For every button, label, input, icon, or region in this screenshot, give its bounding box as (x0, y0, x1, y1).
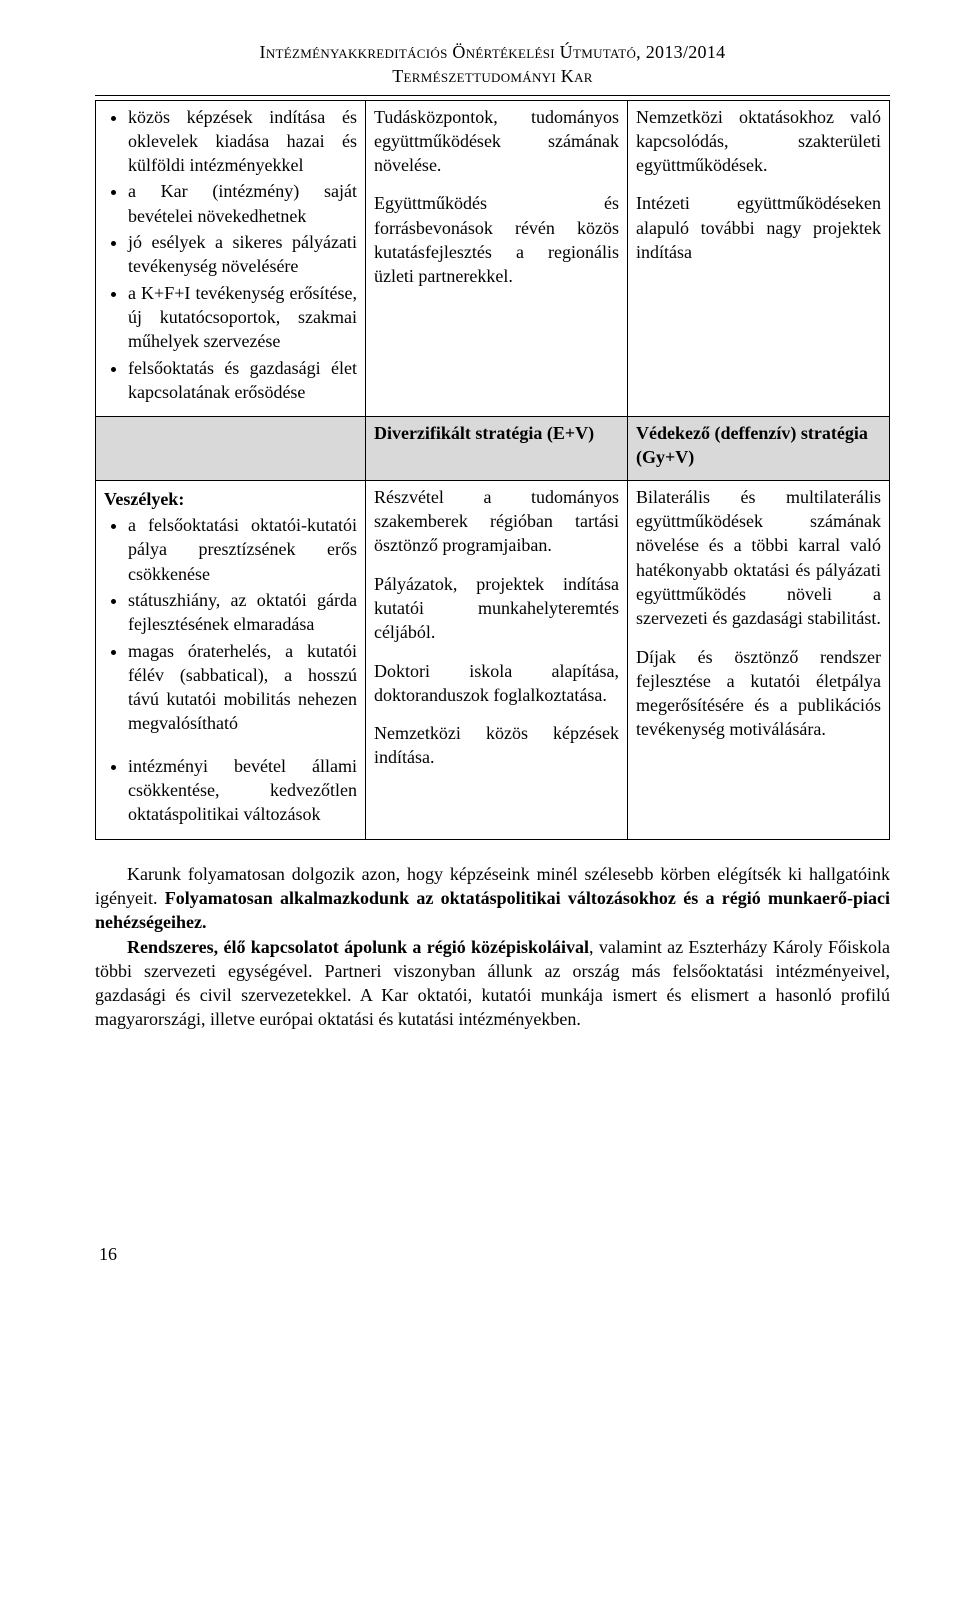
header-rule (95, 95, 890, 96)
swot-row-threats: Veszélyek: a felsőoktatási oktatói-kutat… (96, 480, 890, 839)
strategy-label: (Gy+V) (636, 445, 881, 469)
cell-paragraph: Nemzetközi közös képzések indítása. (374, 721, 619, 770)
strategy-label: Diverzifikált stratégia (E+V) (374, 421, 619, 445)
threats-list-2: intézményi bevétel állami csökkentése, k… (104, 754, 357, 827)
body-p2-bold: Rendszeres, élő kapcsolatot ápolunk a ré… (127, 937, 589, 957)
body-text: Karunk folyamatosan dolgozik azon, hogy … (95, 862, 890, 1032)
cell-paragraph: Részvétel a tudományos szakemberek régió… (374, 485, 619, 558)
body-paragraph-2: Rendszeres, élő kapcsolatot ápolunk a ré… (95, 935, 890, 1032)
page-number: 16 (95, 1242, 890, 1266)
threats-heading: Veszélyek: (104, 487, 357, 511)
cell-strategy-left (96, 417, 366, 481)
cell-opportunities-left: közös képzések indítása és oklevelek kia… (96, 100, 366, 417)
list-item: a felsőoktatási oktatói-kutatói pálya pr… (128, 513, 357, 586)
cell-threats-right: Bilaterális és multilaterális együttműkö… (627, 480, 889, 839)
cell-paragraph: Intézeti együttműködéseken alapuló továb… (636, 191, 881, 264)
swot-row-opportunities: közös képzések indítása és oklevelek kia… (96, 100, 890, 417)
cell-paragraph: Együttműködés és forrásbevonások révén k… (374, 191, 619, 288)
list-item: jó esélyek a sikeres pályázati tevékenys… (128, 230, 357, 279)
cell-threats-mid: Részvétel a tudományos szakemberek régió… (365, 480, 627, 839)
list-item: intézményi bevétel állami csökkentése, k… (128, 754, 357, 827)
cell-paragraph: Tudásközpontok, tudományos együttműködés… (374, 105, 619, 178)
cell-paragraph: Doktori iskola alapítása, doktoranduszok… (374, 659, 619, 708)
cell-paragraph: Díjak és ösztönző rendszer fejlesztése a… (636, 645, 881, 742)
list-item: magas óraterhelés, a kutatói félév (sabb… (128, 639, 357, 736)
body-p1-bold: Folyamatosan alkalmazkodunk az oktatáspo… (95, 888, 890, 932)
swot-row-strategy: Diverzifikált stratégia (E+V) Védekező (… (96, 417, 890, 481)
cell-strategy-mid: Diverzifikált stratégia (E+V) (365, 417, 627, 481)
list-item: a Kar (intézmény) saját bevételei növeke… (128, 179, 357, 228)
doc-header-line2: Természettudományi Kar (95, 64, 890, 88)
doc-header-line1: Intézményakkreditációs Önértékelési Útmu… (95, 40, 890, 64)
cell-paragraph: Nemzetközi oktatásokhoz való kapcsolódás… (636, 105, 881, 178)
opportunities-list: közös képzések indítása és oklevelek kia… (104, 105, 357, 405)
cell-paragraph: Bilaterális és multilaterális együttműkö… (636, 485, 881, 631)
cell-paragraph: Pályázatok, projektek indítása kutatói m… (374, 572, 619, 645)
cell-opportunities-mid: Tudásközpontok, tudományos együttműködés… (365, 100, 627, 417)
list-item: felsőoktatás és gazdasági élet kapcsolat… (128, 356, 357, 405)
threats-list: a felsőoktatási oktatói-kutatói pálya pr… (104, 513, 357, 736)
strategy-label: Védekező (deffenzív) stratégia (636, 421, 881, 445)
doc-header: Intézményakkreditációs Önértékelési Útmu… (95, 40, 890, 89)
list-item: státuszhiány, az oktatói gárda fejleszté… (128, 588, 357, 637)
body-paragraph-1: Karunk folyamatosan dolgozik azon, hogy … (95, 862, 890, 935)
list-item: közös képzések indítása és oklevelek kia… (128, 105, 357, 178)
list-item: a K+F+I tevékenység erősítése, új kutató… (128, 281, 357, 354)
cell-strategy-right: Védekező (deffenzív) stratégia (Gy+V) (627, 417, 889, 481)
cell-threats-left: Veszélyek: a felsőoktatási oktatói-kutat… (96, 480, 366, 839)
cell-opportunities-right: Nemzetközi oktatásokhoz való kapcsolódás… (627, 100, 889, 417)
swot-table: közös képzések indítása és oklevelek kia… (95, 100, 890, 840)
